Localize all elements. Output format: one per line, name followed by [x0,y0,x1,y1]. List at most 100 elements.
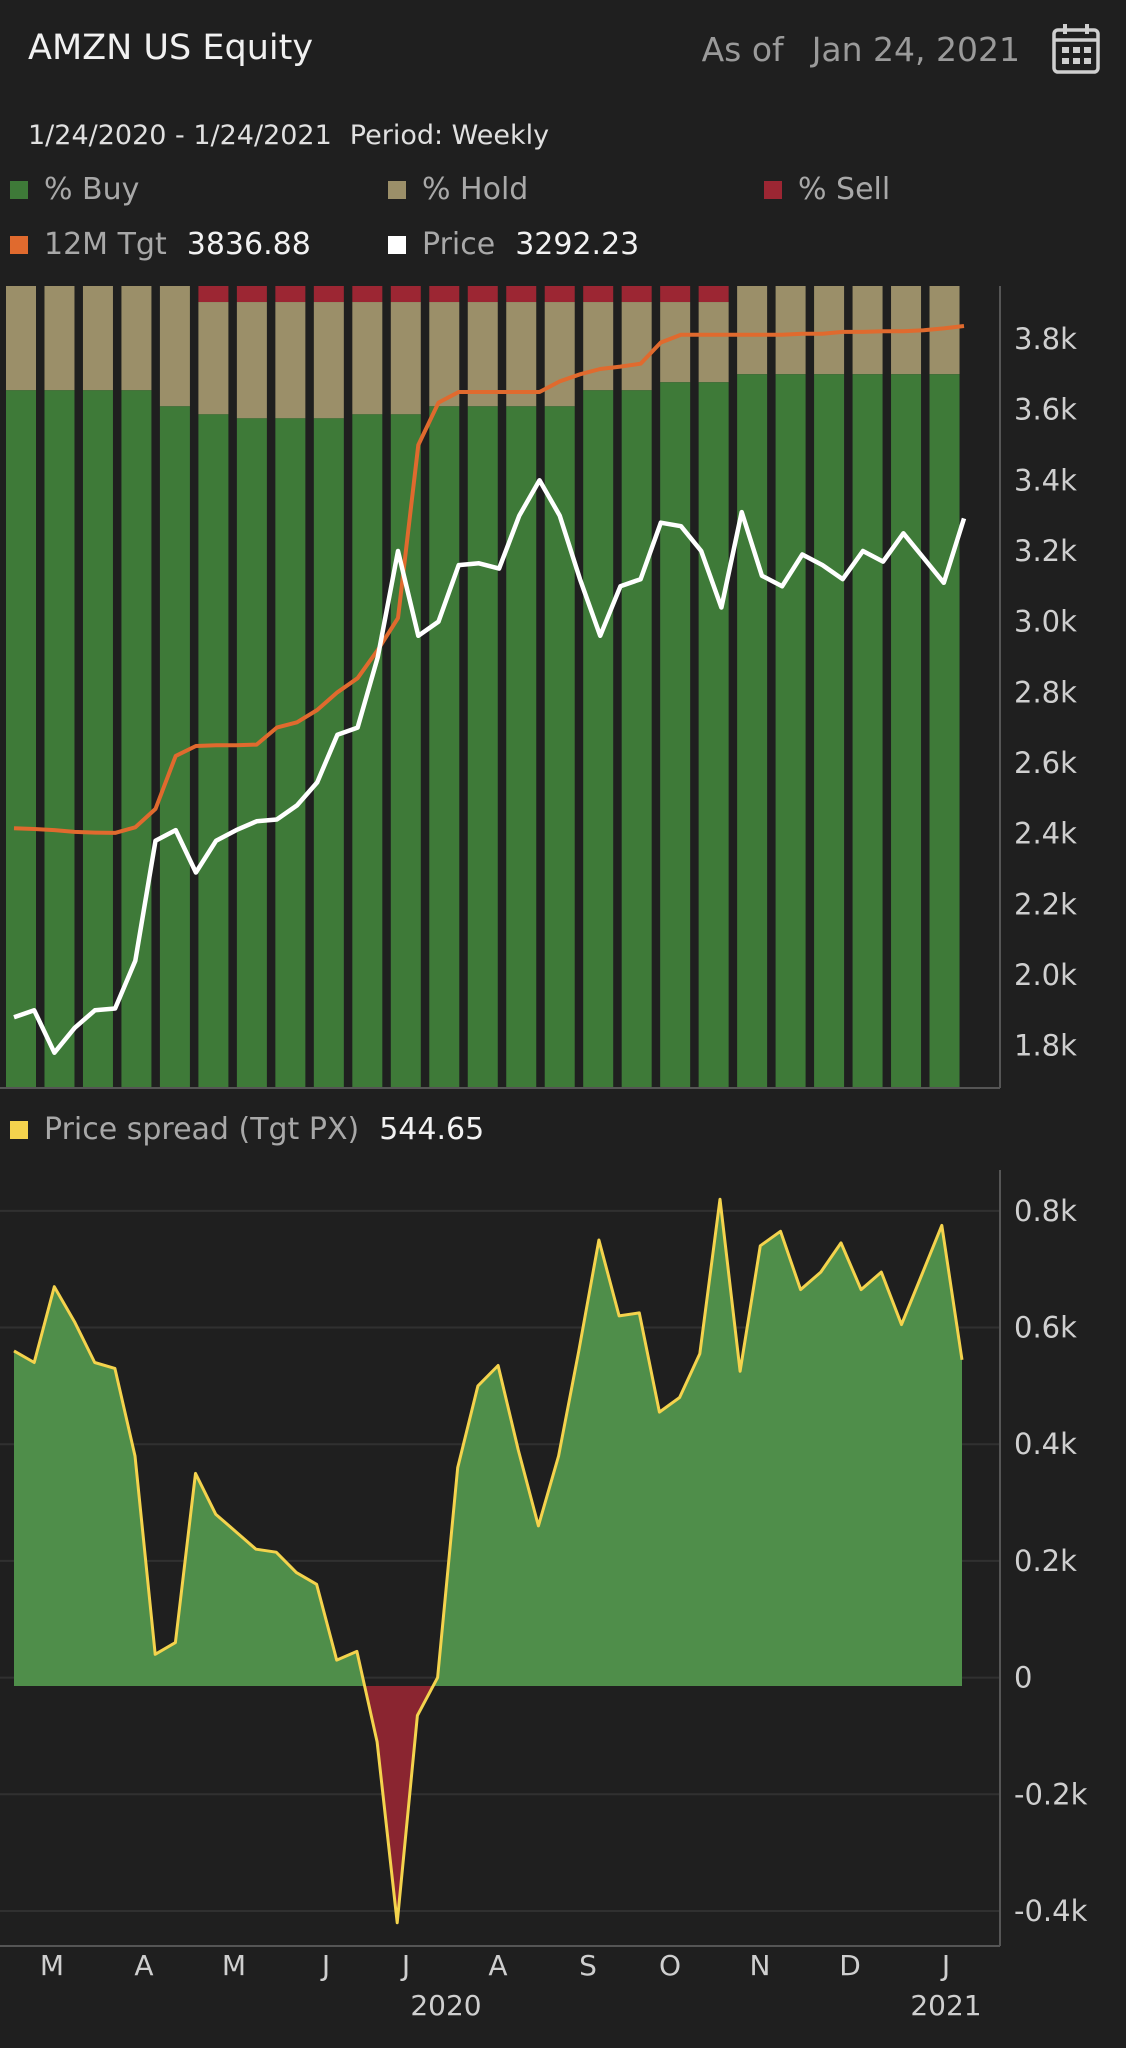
range-text: 1/24/2020 - 1/24/2021 [28,120,332,151]
as-of-value: Jan 24, 2021 [811,30,1020,69]
hold-bar-segment [429,302,460,407]
spread-line [13,1197,964,1925]
buy-bar-segment [583,390,614,1088]
sell-swatch [764,180,782,199]
sell-bar-segment [429,286,460,303]
hold-bar-segment [352,302,383,415]
bottom-y-tick-label: 0.4k [1014,1427,1077,1461]
sell-bar-segment [506,286,537,303]
x-month-label: J [320,1949,330,1982]
legend-tgt-label: 12M Tgt [44,227,167,262]
x-month-label: A [134,1949,153,1982]
legend-tgt-value: 3836.88 [186,227,311,262]
top-y-tick-label: 2.8k [1014,675,1077,709]
bottom-y-tick-label: 0 [1014,1661,1032,1695]
top-y-tick-label: 1.8k [1014,1029,1077,1063]
legend-spread-value: 544.65 [379,1112,485,1147]
sell-bar-segment [352,286,383,303]
buy-bar-segment [429,406,460,1088]
price-swatch [388,235,406,254]
bottom-y-tick-label: -0.4k [1014,1894,1088,1928]
period-text: Period: Weekly [349,120,550,151]
hold-bar-segment [814,286,845,375]
sell-bar-segment [236,286,267,303]
hold-bar-segment [44,286,75,391]
buy-bar-segment [621,390,652,1088]
sell-bar-segment [544,286,575,303]
x-month-label: D [839,1949,861,1982]
hold-bar-segment [390,302,421,415]
buy-bar-segment [506,406,537,1088]
hold-bar-segment [313,302,344,419]
legend-price-value: 3292.23 [515,227,640,262]
top-y-tick-label: 3.4k [1014,463,1077,497]
legend-price-label: Price [422,227,496,262]
spread-swatch [10,1120,28,1139]
hold-bar-segment [198,302,229,415]
x-year-label: 2020 [410,1989,481,2022]
sell-bar-segment [275,286,306,303]
top-y-tick-label: 2.4k [1014,817,1077,851]
sell-bar-segment [467,286,498,303]
buy-bar-segment [467,406,498,1088]
calendar-icon[interactable] [1052,22,1100,74]
hold-bar-segment [236,302,267,419]
bottom-y-tick-label: 0.8k [1014,1194,1077,1228]
sell-bar-segment [660,286,691,303]
buy-bar-segment [82,390,113,1088]
x-month-label: J [940,1949,950,1982]
bottom-y-tick-label: 0.2k [1014,1544,1077,1578]
buy-bar-segment [6,390,36,1088]
x-month-label: M [222,1949,246,1982]
hold-bar-segment [698,302,729,383]
sell-bar-segment [621,286,652,303]
buy-bar-segment [121,390,152,1088]
hold-bar-segment [82,286,113,391]
buy-bar-segment [698,382,729,1088]
hold-bar-segment [583,302,614,391]
sell-bar-segment [698,286,729,303]
hold-bar-segment [275,302,306,419]
x-month-label: N [750,1949,771,1982]
top-y-tick-label: 3.0k [1014,605,1077,639]
buy-bar-segment [775,374,806,1089]
sell-bar-segment [390,286,421,303]
hold-bar-segment [737,286,768,375]
bottom-y-tick-label: -0.2k [1014,1777,1088,1811]
target-price-line [13,324,965,835]
legend-hold: % Hold [388,172,528,207]
sell-bar-segment [583,286,614,303]
hold-bar-segment [621,302,652,391]
hold-bar-segment [467,302,498,407]
legend-sell-label: % Sell [798,172,891,207]
buy-bar-segment [275,418,306,1089]
hold-bar-segment [6,286,36,391]
buy-bar-segment [891,374,922,1089]
spread-negative-area [364,1686,434,1923]
buy-bar-segment [852,374,883,1089]
legend-buy: % Buy [10,172,139,207]
top-y-tick-label: 2.0k [1014,958,1077,992]
as-of-date[interactable]: As of Jan 24, 2021 [702,30,1020,69]
top-y-tick-label: 2.2k [1014,887,1077,921]
x-month-label: J [400,1949,410,1982]
hold-bar-segment [506,302,537,407]
buy-bar-segment [544,406,575,1088]
buy-bar-segment [44,390,75,1088]
sell-bar-segment [313,286,344,303]
price-line [13,478,967,1055]
buy-bar-segment [814,374,845,1089]
legend-buy-label: % Buy [44,172,140,207]
legend-price: Price 3292.23 [388,227,639,262]
buy-bar-segment [159,406,190,1088]
buy-bar-segment [929,374,960,1089]
buy-bar-segment [737,374,768,1089]
x-year-label: 2021 [910,1989,981,2022]
top-y-tick-label: 3.2k [1014,534,1077,568]
legend-spread-label: Price spread (Tgt PX) [44,1112,360,1147]
legend-sell: % Sell [764,172,890,207]
hold-swatch [388,180,406,199]
hold-bar-segment [544,302,575,407]
x-month-label: S [579,1949,597,1982]
